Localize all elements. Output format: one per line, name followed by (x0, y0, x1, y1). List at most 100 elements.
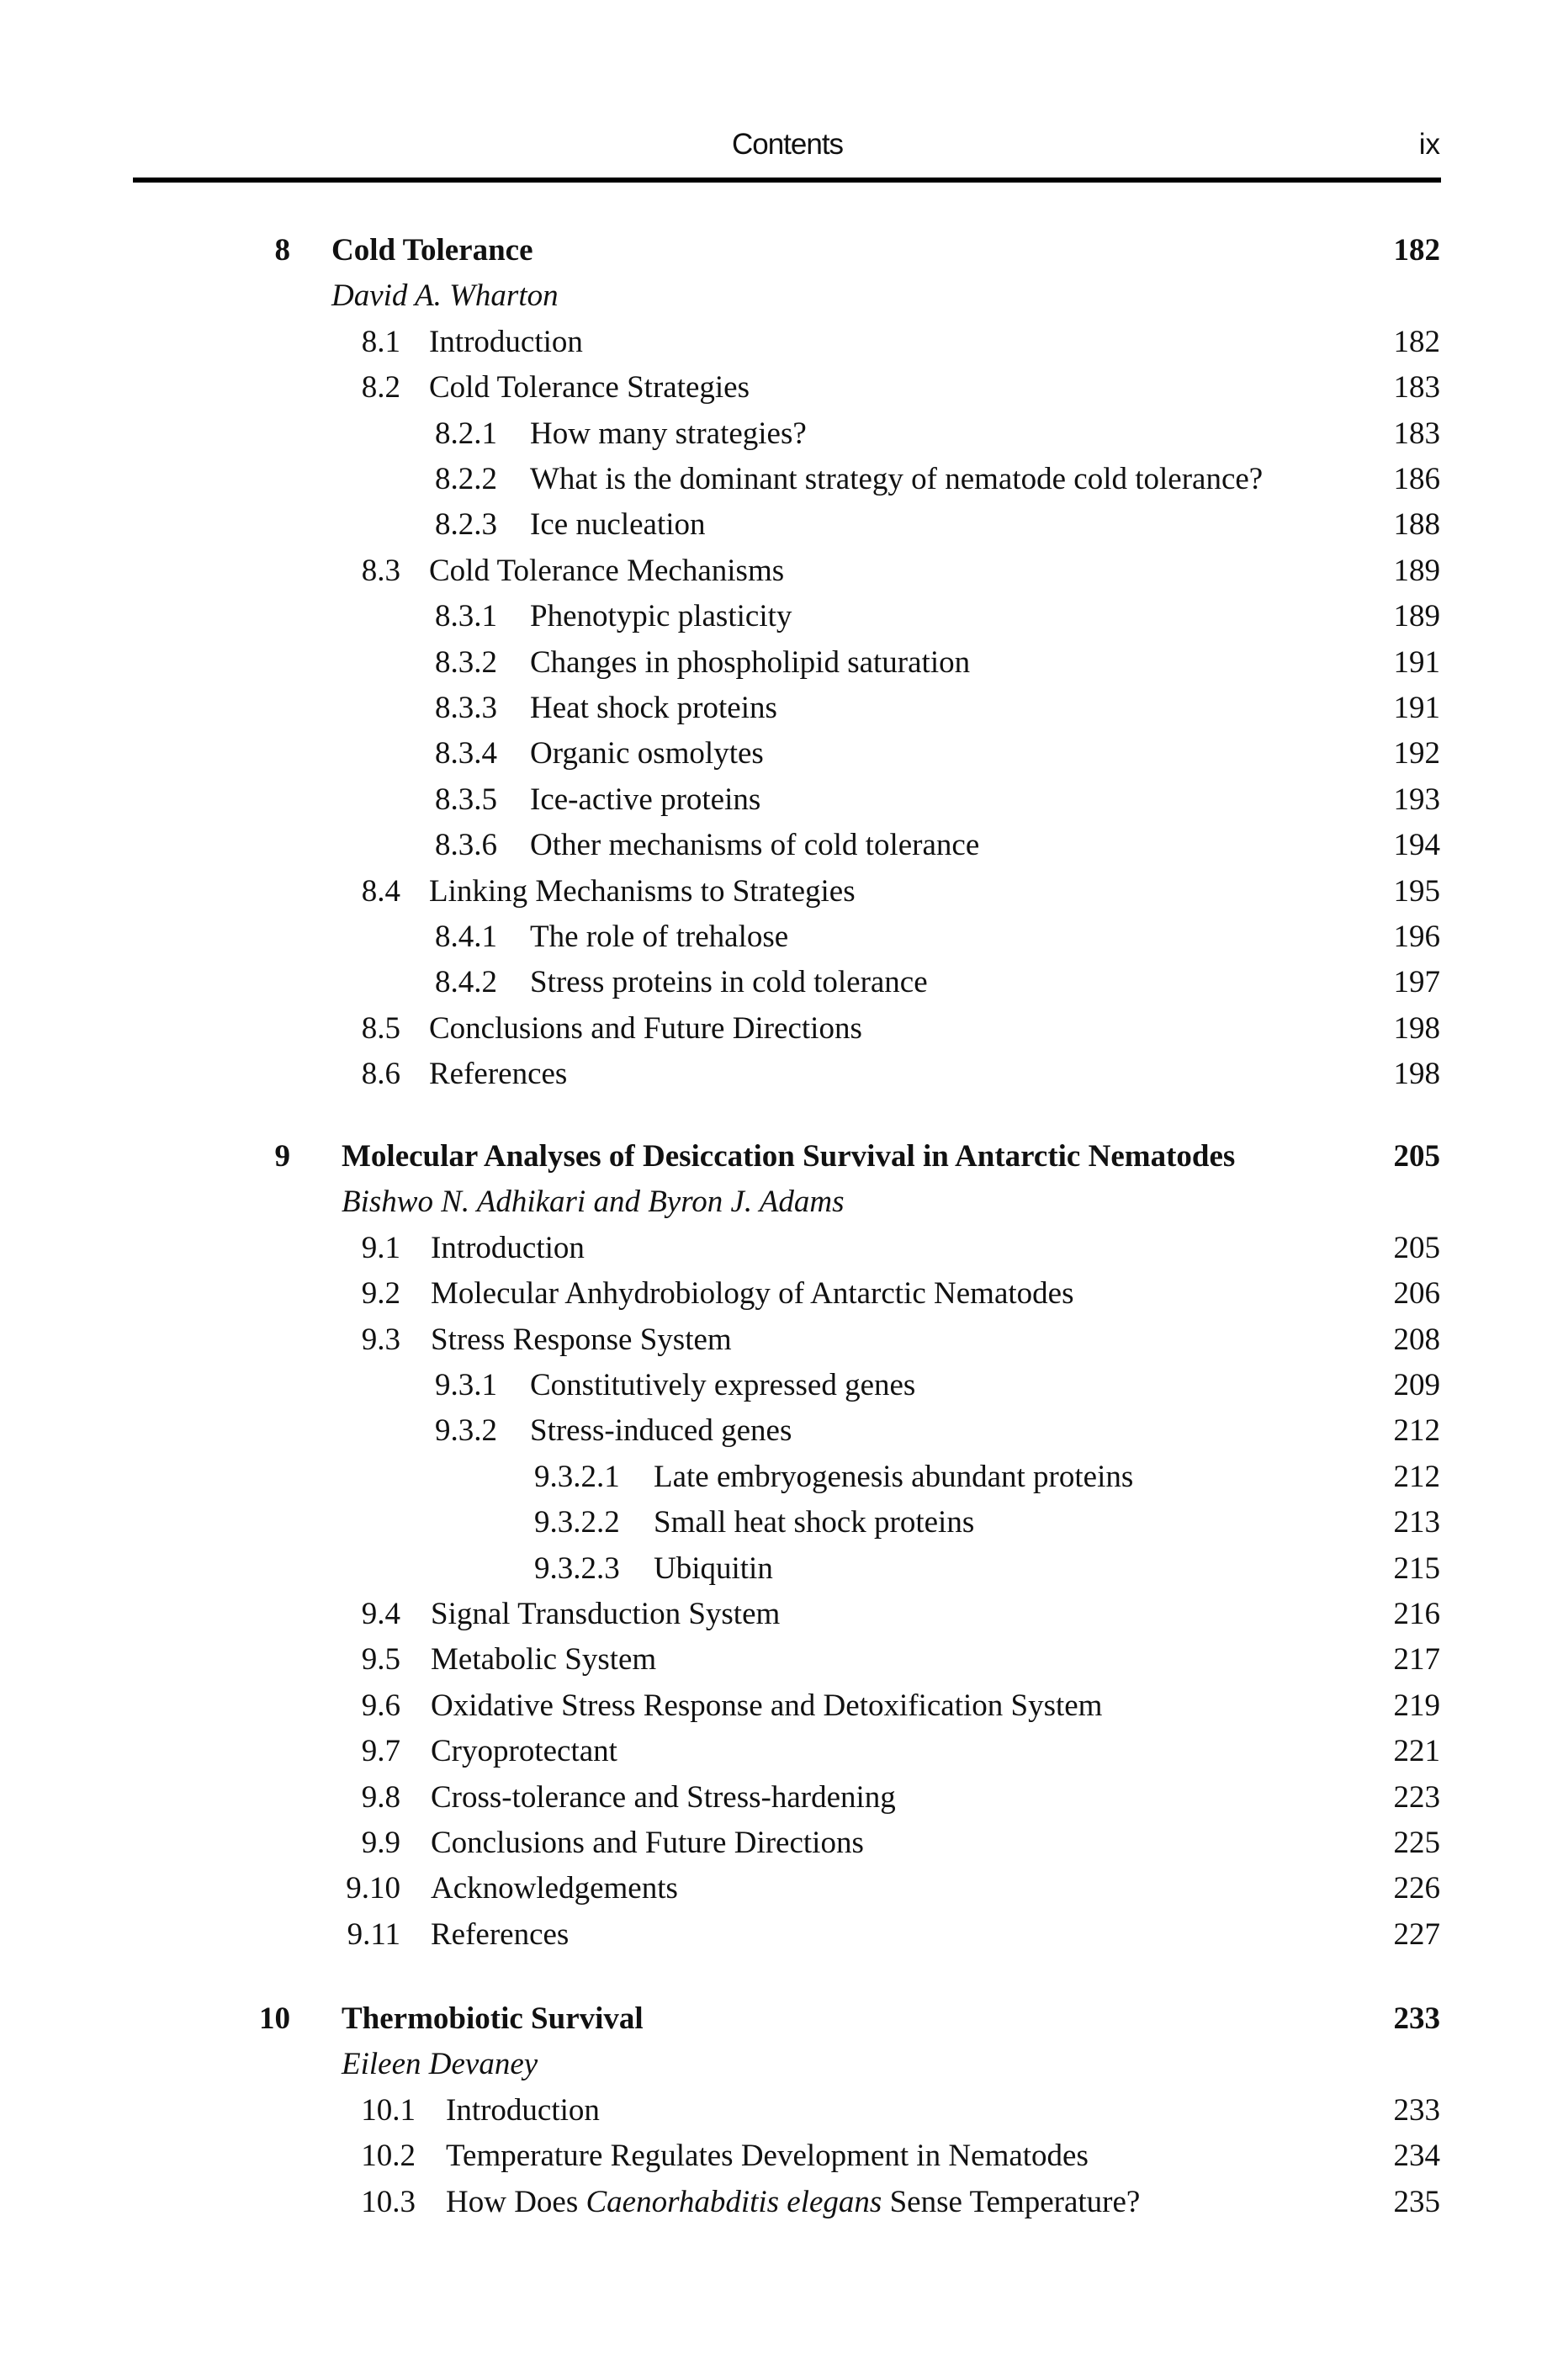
section-number: 9.11 (347, 1916, 400, 1952)
toc-entry[interactable]: 9.6 Oxidative Stress Response and Detoxif… (0, 1683, 1563, 1729)
chapter-page: 233 (1393, 2001, 1441, 2036)
toc-entry[interactable]: 9.3 Stress Response System 208 (0, 1317, 1563, 1363)
toc-entry[interactable]: 8.6 References 198 (0, 1052, 1563, 1097)
section-page: 217 (1393, 1642, 1441, 1678)
toc-entry[interactable]: 8.1 Introduction 182 (0, 320, 1563, 365)
chapter-heading[interactable]: 9 Molecular Analyses of Desiccation Survi… (0, 1134, 1563, 1179)
species-name: Caenorhabditis elegans (585, 2184, 882, 2219)
toc-entry[interactable]: 8.2.2 What is the dominant strategy of ne… (0, 457, 1563, 502)
section-number: 8.5 (361, 1010, 400, 1046)
page-number: ix (1418, 128, 1440, 161)
toc-entry[interactable]: 9.4 Signal Transduction System 216 (0, 1592, 1563, 1637)
chapter-heading[interactable]: 8 Cold Tolerance 182 (0, 228, 1563, 273)
section-number: 10.2 (361, 2139, 416, 2174)
section-number: 8.3.4 (435, 736, 497, 771)
toc-entry[interactable]: 8.4.1 The role of trehalose 196 (0, 914, 1563, 960)
section-number: 9.4 (361, 1597, 400, 1631)
toc-entry[interactable]: 8.3.1 Phenotypic plasticity 189 (0, 594, 1563, 639)
toc-entry[interactable]: 9.9 Conclusions and Future Directions 225 (0, 1821, 1563, 1866)
toc-entry[interactable]: 9.3.2.1 Late embryogenesis abundant prote… (0, 1455, 1563, 1500)
section-title: Molecular Anhydrobiology of Antarctic Ne… (431, 1271, 1073, 1317)
section-title-text: Metabolic System (431, 1642, 657, 1678)
section-title: Acknowledgements (431, 1866, 678, 1911)
section-page: 209 (1393, 1368, 1441, 1402)
section-page: 198 (1393, 1010, 1441, 1046)
section-page: 191 (1393, 691, 1441, 725)
section-page: 194 (1393, 828, 1441, 863)
section-title-text: Stress Response System (431, 1322, 732, 1357)
section-number: 8.2 (361, 370, 400, 406)
section-title-text: Introduction (431, 1230, 585, 1265)
toc-entry[interactable]: 8.3.6 Other mechanisms of cold tolerance 1… (0, 823, 1563, 868)
toc-entry[interactable]: 9.3.1 Constitutively expressed genes 209 (0, 1363, 1563, 1408)
section-title-text: Small heat shock proteins (654, 1505, 975, 1540)
toc-entry[interactable]: 9.11 References 227 (0, 1912, 1563, 1958)
section-number: 9.3.2.3 (534, 1550, 620, 1586)
section-title: Introduction (446, 2088, 600, 2134)
section-title-text: Ubiquitin (654, 1550, 773, 1586)
toc-entry[interactable]: 9.8 Cross-tolerance and Stress-hardening 2… (0, 1775, 1563, 1821)
section-number: 9.1 (361, 1230, 400, 1265)
section-title-text: Linking Mechanisms to Strategies (429, 873, 856, 909)
toc-entry[interactable]: 9.10 Acknowledgements 226 (0, 1866, 1563, 1911)
chapter-heading[interactable]: 10 Thermobiotic Survival 233 (0, 1996, 1563, 2042)
section-page: 227 (1393, 1916, 1441, 1952)
section-title: Temperature Regulates Development in Nem… (446, 2134, 1089, 2179)
toc-entry[interactable]: 8.2.1 How many strategies? 183 (0, 411, 1563, 457)
toc-entry[interactable]: 8.3 Cold Tolerance Mechanisms 189 (0, 549, 1563, 594)
toc-entry[interactable]: 9.7 Cryoprotectant 221 (0, 1729, 1563, 1774)
section-page: 186 (1393, 462, 1441, 496)
toc-entry[interactable]: 9.5 Metabolic System 217 (0, 1637, 1563, 1683)
chapter-number: 8 (274, 233, 291, 268)
toc-entry[interactable]: 8.3.4 Organic osmolytes 192 (0, 731, 1563, 777)
section-title-text: Conclusions and Future Directions (431, 1826, 864, 1860)
toc-entry[interactable]: 9.3.2.2 Small heat shock proteins 213 (0, 1500, 1563, 1545)
chapter-page: 182 (1393, 233, 1441, 268)
toc-entry[interactable]: 8.4.2 Stress proteins in cold tolerance 19… (0, 960, 1563, 1005)
section-title: Stress-induced genes (530, 1408, 792, 1454)
toc-entry[interactable]: 9.3.2 Stress-induced genes 212 (0, 1408, 1563, 1454)
section-title-text: Introduction (429, 324, 583, 359)
section-number: 9.5 (361, 1642, 400, 1678)
toc-entry[interactable]: 8.3.3 Heat shock proteins 191 (0, 686, 1563, 731)
section-page: 212 (1393, 1413, 1441, 1449)
toc-entry[interactable]: 9.1 Introduction 205 (0, 1226, 1563, 1271)
toc-entry[interactable]: 8.3.5 Ice-active proteins 193 (0, 777, 1563, 823)
section-number: 9.10 (346, 1871, 400, 1906)
chapter-author: Bishwo N. Adhikari and Byron J. Adams (0, 1179, 1563, 1225)
section-title: The role of trehalose (530, 914, 788, 960)
section-page: 208 (1393, 1322, 1441, 1357)
section-title: Constitutively expressed genes (530, 1363, 915, 1408)
section-number: 8.3.1 (435, 599, 497, 634)
toc-entry[interactable]: 10.1 Introduction 233 (0, 2088, 1563, 2134)
section-title-text: Ice-active proteins (530, 782, 761, 817)
section-number: 8.2.2 (435, 462, 497, 496)
section-number: 8.3.6 (435, 828, 497, 863)
section-number: 8.4 (361, 873, 400, 909)
toc-entry[interactable]: 9.2 Molecular Anhydrobiology of Antarctic… (0, 1271, 1563, 1317)
toc-entry[interactable]: 10.3 How Does Caenorhabditis elegans Sens… (0, 2180, 1563, 2225)
section-title: Oxidative Stress Response and Detoxifica… (431, 1683, 1102, 1729)
section-page: 189 (1393, 553, 1441, 588)
section-title-text: Cryoprotectant (431, 1734, 617, 1769)
section-title-text: The role of trehalose (530, 920, 789, 954)
toc-entry[interactable]: 8.5 Conclusions and Future Directions 198 (0, 1006, 1563, 1052)
section-number: 9.3 (361, 1322, 400, 1357)
section-page: 223 (1393, 1779, 1441, 1815)
section-page: 193 (1393, 782, 1441, 817)
toc-entry[interactable]: 8.3.2 Changes in phospholipid saturation 1… (0, 640, 1563, 686)
section-number: 10.3 (361, 2184, 416, 2219)
section-number: 9.3.2.2 (534, 1505, 620, 1540)
toc-entry[interactable]: 9.3.2.3 Ubiquitin 215 (0, 1546, 1563, 1592)
toc-entry[interactable]: 10.2 Temperature Regulates Development in… (0, 2134, 1563, 2179)
section-number: 8.1 (361, 324, 400, 359)
section-page: 198 (1393, 1057, 1441, 1092)
toc-entry[interactable]: 8.2 Cold Tolerance Strategies 183 (0, 365, 1563, 411)
toc-entry[interactable]: 8.4 Linking Mechanisms to Strategies 195 (0, 869, 1563, 914)
toc-entry[interactable]: 8.2.3 Ice nucleation 188 (0, 502, 1563, 548)
section-number: 9.7 (361, 1734, 400, 1769)
section-title-text: Acknowledgements (431, 1871, 678, 1906)
section-page: 183 (1393, 370, 1441, 406)
section-title: References (431, 1912, 569, 1958)
section-page: 205 (1393, 1230, 1441, 1265)
